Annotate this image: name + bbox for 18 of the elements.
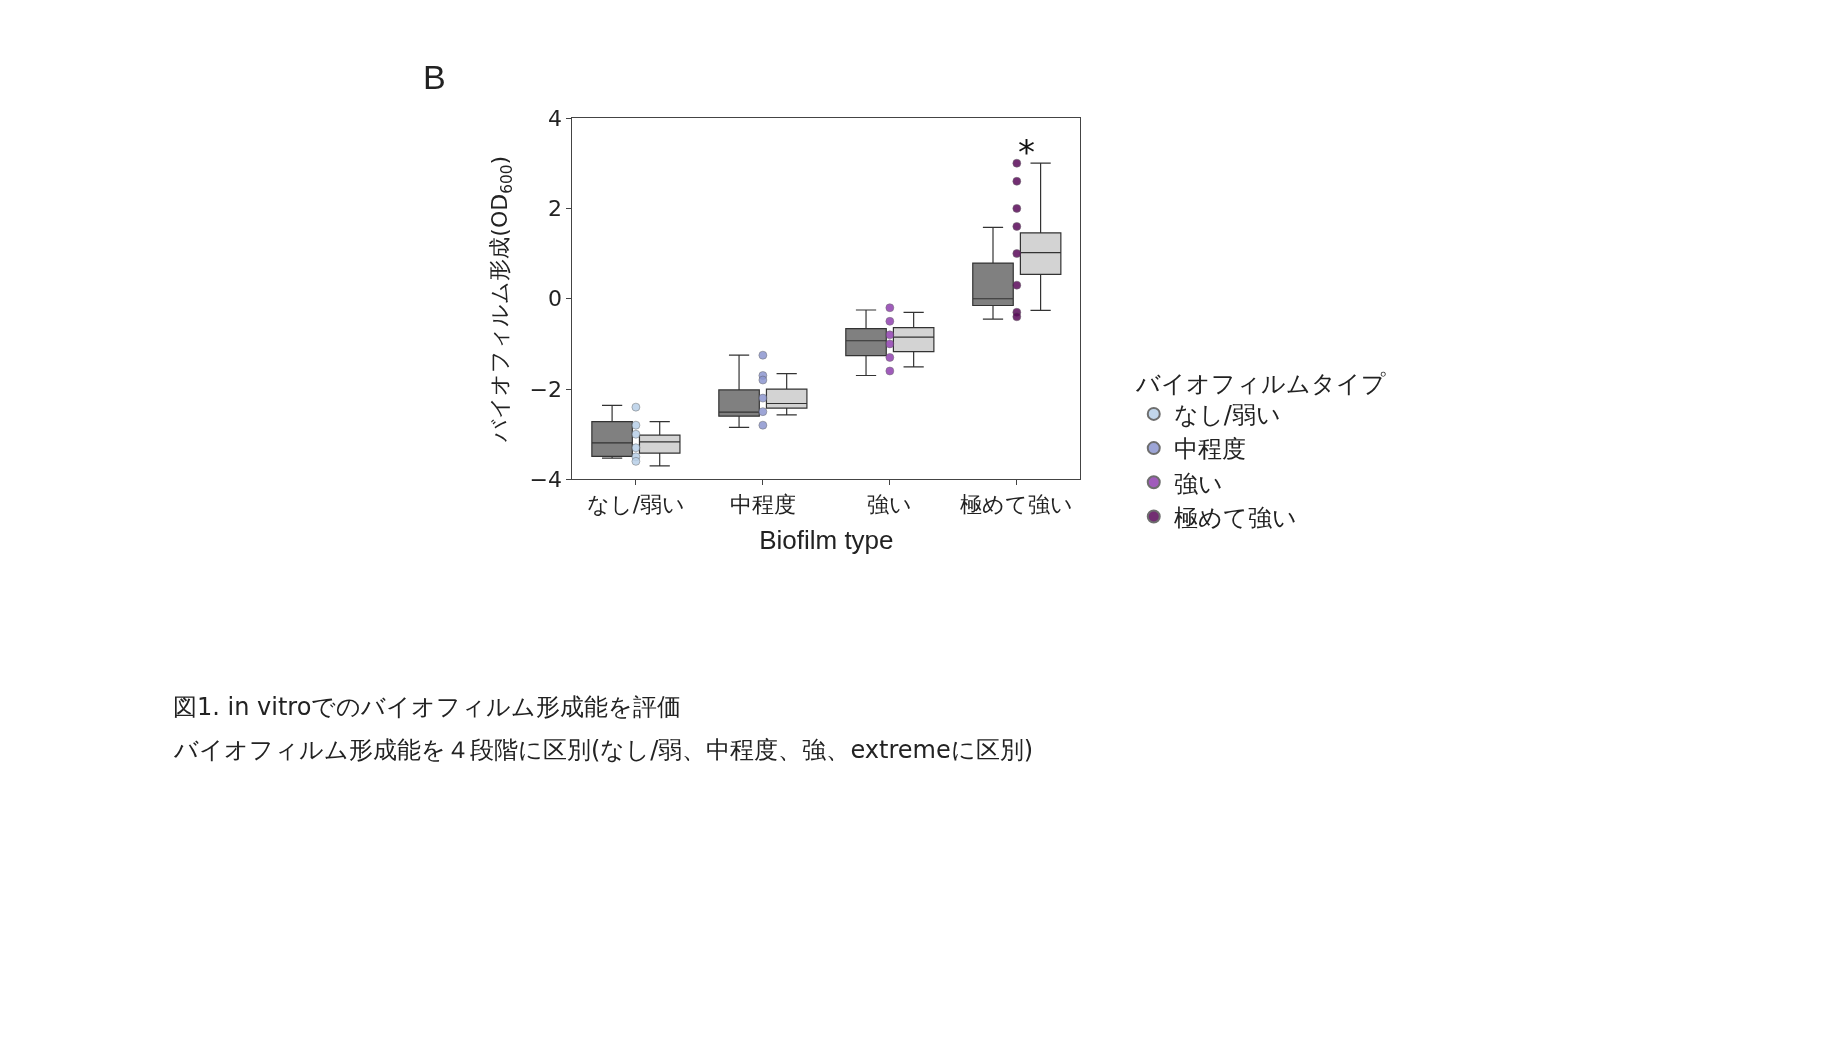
annotation: * bbox=[1018, 132, 1035, 172]
y-tick-label: −4 bbox=[529, 467, 563, 493]
y-tick-label: 2 bbox=[548, 196, 563, 222]
legend-title: バイオフィルムタイプ bbox=[1134, 369, 1386, 398]
y-tick-label: 4 bbox=[548, 105, 563, 131]
legend-label: 強い bbox=[1173, 469, 1223, 498]
legend-label: なし/弱い bbox=[1173, 401, 1281, 430]
x-axis-title: Biofilm type bbox=[759, 525, 894, 556]
y-tick-label: −2 bbox=[529, 376, 563, 402]
y-tick-label: 0 bbox=[548, 286, 563, 312]
chart-title: B bbox=[423, 58, 446, 96]
x-tick-label: 中程度 bbox=[729, 491, 796, 517]
x-tick-label: なし/弱い bbox=[586, 491, 686, 517]
caption: 図1. in vitroでのバイオフィルム形成能を評価 bbox=[173, 693, 682, 721]
x-tick-label: 強い bbox=[867, 491, 913, 517]
legend-label: 中程度 bbox=[1173, 435, 1246, 464]
x-tick-label: 極めて強い bbox=[960, 491, 1074, 517]
text: バイオフィルム形成能を４段階に区別(なし/弱、中程度、強、extremeに区別) bbox=[173, 736, 1034, 764]
